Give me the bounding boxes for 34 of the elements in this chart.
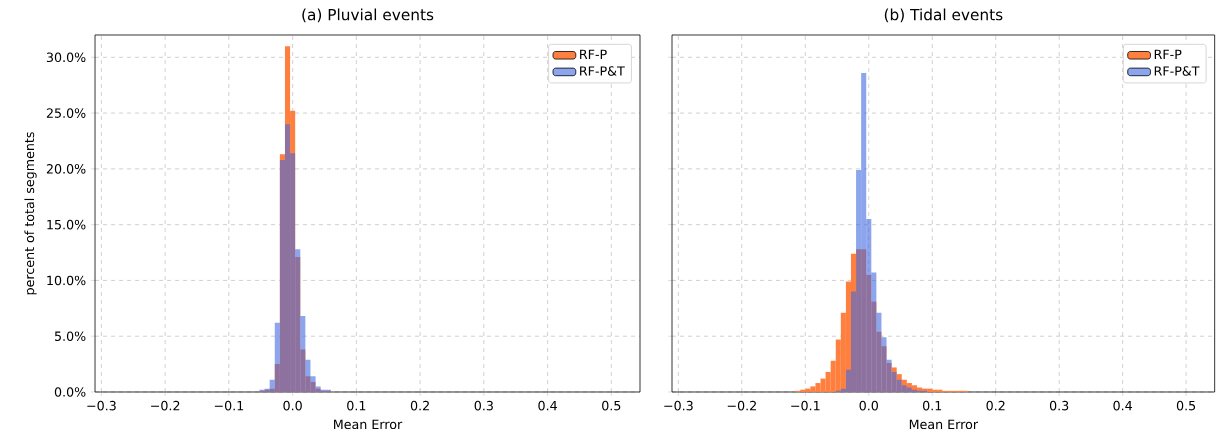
y-axis-title: percent of total segments [24,132,37,295]
x-tick-label: 0.1 [922,400,942,411]
x-tick-label: −0.3 [664,400,693,411]
x-tick-label: 0.2 [986,400,1005,411]
y-tick-label: 20.0% [46,164,86,174]
x-tick-label: 0.0 [283,400,302,411]
y-tick-label: 25.0% [46,108,86,118]
legend-label: RF-P [1154,49,1182,59]
x-tick-label: 0.2 [410,400,429,411]
legend-label: RF-P&T [1154,66,1200,76]
x-axis-title: Mean Error [334,419,403,430]
x-axis-title: Mean Error [909,419,979,430]
x-tick-label: −0.2 [727,400,756,411]
x-tick-label: −0.3 [87,400,116,411]
legend-label: RF-P [580,49,607,59]
y-tick-label: 15.0% [47,219,86,230]
x-tick-label: 0.4 [538,400,557,411]
x-tick-label: 0.3 [1049,400,1069,411]
x-tick-label: 0.1 [347,400,366,411]
x-tick-label: −0.1 [791,400,820,411]
x-tick-label: 0.5 [602,400,621,411]
y-tick-label: 5.0% [54,331,86,341]
x-tick-label: 0.5 [1176,400,1196,411]
x-tick-label: 0.4 [1113,400,1133,411]
chart-title: (a) Pluvial events [302,8,434,23]
x-tick-label: 0.3 [474,400,493,411]
legend-label: RF-P&T [580,66,625,76]
x-tick-label: −0.2 [151,400,180,411]
chart-title: (b) Tidal events [884,8,1003,23]
y-tick-label: 0.0% [54,387,86,397]
y-tick-label: 30.0% [46,52,86,63]
x-tick-label: 0.0 [859,400,878,411]
y-tick-label: 10.0% [47,275,86,286]
x-tick-label: −0.1 [214,400,244,411]
